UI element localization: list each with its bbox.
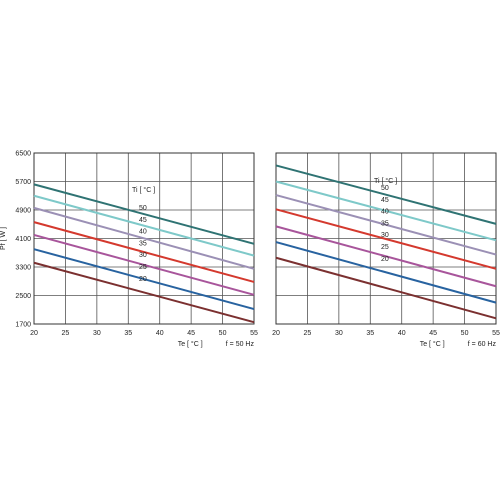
legend-entry-ti-40: 40 [139, 229, 147, 236]
x-tick-label: 45 [429, 330, 437, 337]
x-tick-label: 30 [93, 330, 101, 337]
y-tick-label: 4100 [15, 236, 31, 243]
x-tick-label: 20 [30, 330, 38, 337]
series-line-ti-25 [275, 241, 497, 304]
legend-entry-ti-35: 35 [139, 240, 147, 247]
series-line-ti-20 [275, 256, 497, 320]
frequency-label: f = 60 Hz [468, 341, 497, 348]
legend-entry-ti-25: 25 [381, 244, 389, 251]
x-tick-label: 50 [461, 330, 469, 337]
series-line-ti-35 [275, 208, 497, 270]
y-tick-label: 3300 [15, 265, 31, 272]
legend-entry-ti-50: 50 [381, 185, 389, 192]
x-tick-label: 55 [492, 330, 500, 337]
y-tick-label: 4900 [15, 208, 31, 215]
legend-entry-ti-20: 20 [139, 276, 147, 283]
series-line-ti-50 [33, 183, 255, 245]
series-line-ti-50 [275, 164, 497, 225]
x-axis-label: Te [ °C ] [420, 340, 445, 348]
x-axis-label: Te [ °C ] [178, 340, 203, 348]
x-tick-label: 35 [124, 330, 132, 337]
series-line-ti-45 [275, 180, 497, 242]
x-tick-label: 40 [398, 330, 406, 337]
plot-frame [33, 152, 255, 325]
legend-entry-ti-25: 25 [139, 264, 147, 271]
frequency-label: f = 50 Hz [226, 341, 255, 348]
x-tick-label: 25 [304, 330, 312, 337]
chart-panel-60hz: 20 25 30 35 40 45 50 55 Te [ °C ] f = 60 Hz Ti [ °… [272, 152, 500, 348]
y-tick-label: 1700 [15, 322, 31, 329]
y-tick-label: 6500 [15, 151, 31, 158]
series-line-ti-30 [33, 233, 255, 296]
y-axis-label: Pf [ W ] [0, 227, 7, 250]
legend-entry-ti-40: 40 [381, 209, 389, 216]
legend-entry-ti-35: 35 [381, 220, 389, 227]
x-tick-label: 20 [272, 330, 280, 337]
x-tick-label: 40 [156, 330, 164, 337]
series-line-ti-40 [275, 194, 497, 256]
x-tick-label: 25 [62, 330, 70, 337]
legend-entry-ti-45: 45 [381, 197, 389, 204]
legend-entry-ti-45: 45 [139, 217, 147, 224]
legend-entry-ti-20: 20 [381, 256, 389, 263]
x-tick-label: 55 [250, 330, 258, 337]
y-tick-label: 2500 [15, 293, 31, 300]
series-line-ti-25 [33, 248, 255, 311]
chart-panel-50hz: 20 25 30 35 40 45 50 55 1700 2500 3300 4100 4900 5700… [0, 151, 258, 349]
x-tick-label: 50 [219, 330, 227, 337]
series-line-ti-35 [33, 221, 255, 283]
y-tick-label: 5700 [15, 179, 31, 186]
legend-entry-ti-30: 30 [139, 252, 147, 259]
x-tick-label: 45 [187, 330, 195, 337]
plot-frame [275, 152, 497, 325]
x-tick-label: 35 [366, 330, 374, 337]
series-line-ti-40 [33, 206, 255, 270]
series-line-ti-30 [275, 225, 497, 288]
series-line-ti-20 [33, 261, 255, 324]
series-line-ti-45 [33, 194, 255, 257]
legend-entry-ti-50: 50 [139, 205, 147, 212]
legend-title: Ti [ °C ] [132, 186, 155, 194]
legend-entry-ti-30: 30 [381, 232, 389, 239]
x-tick-label: 30 [335, 330, 343, 337]
legend-title: Ti [ °C ] [374, 177, 397, 185]
